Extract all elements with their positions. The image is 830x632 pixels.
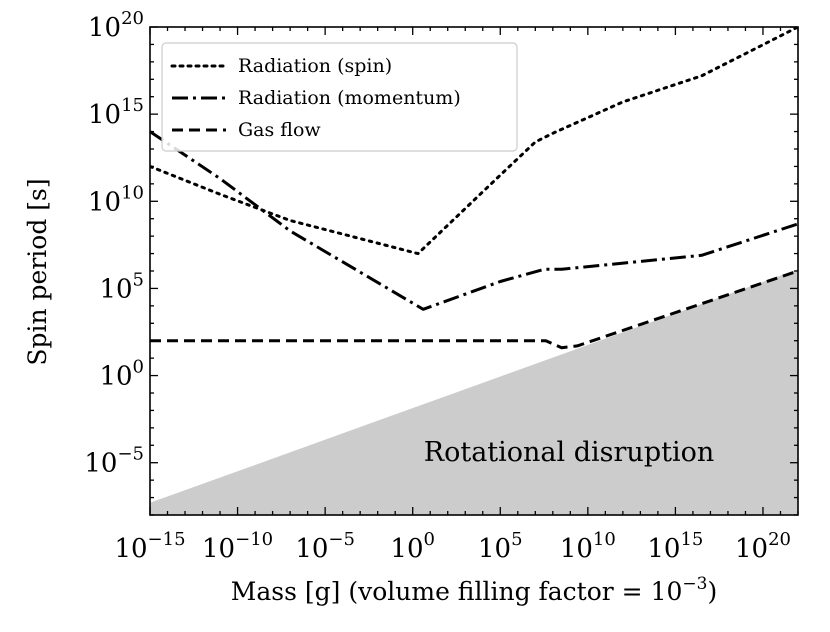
x-tick-label: 10−10: [202, 529, 273, 564]
x-tick-label: 10−15: [114, 529, 185, 564]
x-tick-label: 1015: [647, 529, 703, 564]
tick-layer: 10−15 10−10 10−5 100 105 1010 1015 1020 10−5 100 1…: [84, 8, 799, 564]
y-axis-label: Spin period [s]: [23, 178, 52, 365]
series-layer: [150, 27, 798, 350]
y-tick-label: 1020: [88, 8, 144, 43]
rotational-disruption-label: Rotational disruption: [424, 437, 714, 468]
series-line-radiation-spin: [150, 27, 798, 256]
legend: Radiation (spin) Radiation (momentum) Ga…: [161, 42, 518, 152]
x-axis-label-text: Mass [g] (volume filling factor = 10: [231, 577, 683, 606]
legend-label-radiation-momentum: Radiation (momentum): [238, 87, 461, 109]
x-tick-label: 100: [390, 529, 435, 564]
legend-box: [161, 42, 518, 152]
x-axis-label-suffix: ): [707, 577, 717, 606]
legend-label-gas-flow: Gas flow: [238, 119, 321, 141]
x-axis-label: Mass [g] (volume filling factor = 10−3): [231, 574, 717, 606]
y-tick-label: 105: [99, 269, 144, 304]
series-line-radiation-momentum: [150, 130, 798, 311]
plot-frame: [149, 26, 799, 516]
x-axis-label-exponent: −3: [682, 574, 707, 594]
x-tick-label: 1010: [560, 529, 616, 564]
legend-label-radiation-spin: Radiation (spin): [238, 55, 392, 77]
y-tick-label: 1010: [88, 182, 144, 217]
y-tick-label: 1015: [88, 95, 144, 130]
y-tick-label: 10−5: [84, 444, 144, 479]
x-tick-label: 1020: [735, 529, 791, 564]
series-line-gas-flow: [150, 269, 798, 350]
x-tick-label: 105: [478, 529, 523, 564]
x-tick-label: 10−5: [295, 529, 355, 564]
y-tick-label: 100: [99, 357, 144, 392]
rotational-disruption-region: [150, 269, 798, 515]
